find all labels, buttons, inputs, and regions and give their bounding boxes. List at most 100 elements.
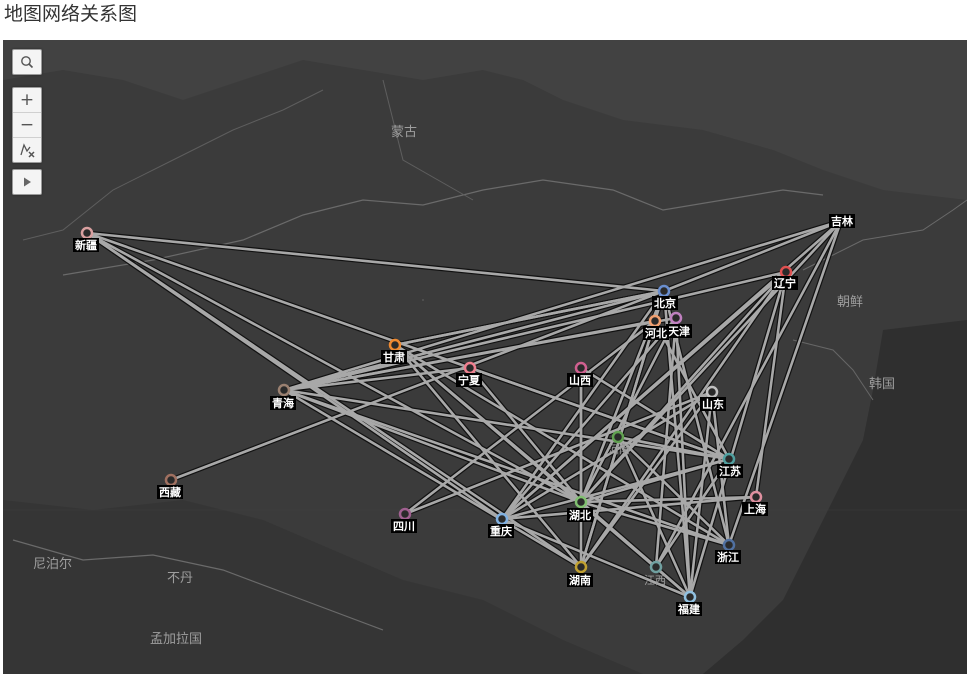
edge-西藏-北京[interactable] bbox=[170, 289, 665, 482]
node-西藏[interactable]: 西藏 bbox=[157, 473, 183, 499]
edge-河南-江苏[interactable] bbox=[617, 435, 730, 461]
edge-江苏-江西[interactable] bbox=[654, 458, 731, 568]
node-江西[interactable]: 江西 bbox=[644, 560, 666, 587]
edge-河北-湖南[interactable] bbox=[579, 320, 657, 568]
node-四川[interactable]: 四川 bbox=[391, 507, 417, 533]
node-marker[interactable] bbox=[463, 361, 477, 375]
edge-辽宁-福建[interactable] bbox=[688, 271, 788, 598]
node-marker[interactable] bbox=[722, 538, 736, 552]
zoom-out-button[interactable]: − bbox=[13, 112, 41, 137]
node-marker[interactable] bbox=[722, 452, 736, 466]
node-北京[interactable]: 北京 bbox=[652, 284, 678, 310]
node-marker[interactable] bbox=[705, 385, 719, 399]
node-label-bg bbox=[715, 550, 741, 564]
node-山西[interactable]: 山西 bbox=[567, 361, 593, 387]
node-marker[interactable] bbox=[164, 473, 178, 487]
node-label-bg bbox=[157, 485, 183, 499]
node-marker[interactable] bbox=[398, 507, 412, 521]
node-marker[interactable] bbox=[388, 338, 402, 352]
edge-吉林-浙江[interactable] bbox=[727, 220, 843, 546]
map-panel[interactable]: 蒙古 朝鲜 韩国 尼泊尔 不丹 孟加拉国 新疆 吉林 辽宁 北京 天津 河北 甘肃 宁夏 山西青… bbox=[3, 40, 967, 674]
node-marker[interactable] bbox=[574, 560, 588, 574]
node-山东[interactable]: 山东 bbox=[700, 385, 726, 411]
map-background bbox=[3, 40, 967, 674]
network-edges bbox=[85, 218, 844, 600]
node-湖北[interactable]: 湖北 bbox=[567, 495, 593, 522]
node-重庆[interactable]: 重庆 bbox=[488, 512, 514, 538]
edge-吉林-青海[interactable] bbox=[283, 219, 842, 392]
edge-甘肃-浙江[interactable] bbox=[394, 343, 730, 547]
search-button[interactable] bbox=[13, 50, 41, 74]
edge-新疆-湖北[interactable] bbox=[86, 231, 582, 504]
zoom-control[interactable]: + − bbox=[12, 87, 42, 163]
node-江苏[interactable]: 江苏 bbox=[717, 452, 743, 478]
edge-青海-湖北[interactable] bbox=[283, 388, 582, 504]
edge-山东-四川[interactable] bbox=[404, 390, 713, 516]
node-label: 四川 bbox=[393, 520, 415, 533]
geo-label-south-korea: 韩国 bbox=[869, 377, 895, 392]
edge-吉林-北京[interactable] bbox=[663, 219, 842, 293]
playback-control[interactable] bbox=[12, 169, 42, 195]
geo-label-bangladesh: 孟加拉国 bbox=[150, 632, 202, 647]
node-marker[interactable] bbox=[574, 495, 588, 509]
node-marker[interactable] bbox=[749, 490, 763, 504]
edge-北京-重庆[interactable] bbox=[500, 290, 666, 520]
node-宁夏[interactable]: 宁夏 bbox=[456, 361, 482, 387]
node-marker[interactable] bbox=[574, 361, 588, 375]
edge-河南-福建[interactable] bbox=[616, 436, 692, 598]
edge-宁夏-江苏[interactable] bbox=[469, 366, 730, 461]
node-辽宁[interactable]: 辽宁 bbox=[772, 265, 798, 290]
edge-北京-福建[interactable] bbox=[662, 290, 692, 598]
edge-辽宁-湖北[interactable] bbox=[580, 271, 787, 503]
node-吉林[interactable]: 吉林 bbox=[829, 214, 855, 228]
node-浙江[interactable]: 浙江 bbox=[715, 538, 741, 564]
clear-selection-button[interactable] bbox=[13, 137, 41, 162]
play-button[interactable] bbox=[13, 170, 41, 194]
edge-宁夏-湖北[interactable] bbox=[468, 367, 583, 503]
node-河南[interactable]: 河南 bbox=[608, 430, 630, 456]
edge-上海-湖北[interactable] bbox=[580, 495, 757, 504]
node-marker[interactable] bbox=[277, 383, 291, 397]
node-新疆[interactable]: 新疆 bbox=[73, 226, 99, 252]
node-marker[interactable] bbox=[648, 314, 662, 328]
node-福建[interactable]: 福建 bbox=[676, 590, 702, 616]
node-marker[interactable] bbox=[649, 560, 663, 574]
node-marker[interactable] bbox=[683, 590, 697, 604]
edge-辽宁-上海[interactable] bbox=[754, 271, 788, 498]
node-河北[interactable]: 河北 bbox=[643, 314, 669, 340]
edge-宁夏-青海[interactable] bbox=[283, 366, 471, 392]
node-marker[interactable] bbox=[495, 512, 509, 526]
node-marker[interactable] bbox=[80, 226, 94, 240]
node-甘肃[interactable]: 甘肃 bbox=[381, 338, 407, 364]
node-湖南[interactable]: 湖南 bbox=[567, 560, 593, 587]
node-marker[interactable] bbox=[669, 311, 683, 325]
edge-青海-湖南[interactable] bbox=[283, 388, 582, 569]
node-青海[interactable]: 青海 bbox=[270, 383, 296, 410]
edge-甘肃-北京[interactable] bbox=[394, 289, 665, 347]
node-天津[interactable]: 天津 bbox=[666, 311, 692, 338]
node-marker[interactable] bbox=[611, 430, 625, 444]
node-marker[interactable] bbox=[657, 284, 671, 298]
search-control[interactable] bbox=[12, 49, 42, 75]
edge-新疆-湖南[interactable] bbox=[86, 231, 582, 569]
edge-河南-浙江[interactable] bbox=[617, 436, 730, 546]
edge-山东-福建[interactable] bbox=[688, 391, 714, 598]
zoom-in-button[interactable]: + bbox=[19, 90, 35, 110]
edge-上海-重庆[interactable] bbox=[501, 495, 757, 521]
edge-河北-青海[interactable] bbox=[283, 319, 656, 392]
edge-北京-青海[interactable] bbox=[283, 289, 665, 392]
edge-山东-重庆[interactable] bbox=[501, 390, 713, 521]
edge-辽宁-湖南[interactable] bbox=[579, 271, 788, 568]
edge-河北-四川[interactable] bbox=[404, 319, 656, 516]
edge-新疆-北京[interactable] bbox=[86, 231, 665, 293]
edge-辽宁-青海[interactable] bbox=[283, 270, 787, 392]
node-上海[interactable]: 上海 bbox=[742, 490, 768, 516]
edge-湖北-江西[interactable] bbox=[580, 501, 657, 568]
edge-青海-江苏[interactable] bbox=[283, 388, 730, 461]
node-label: 湖南 bbox=[569, 573, 591, 587]
edge-江苏-湖北[interactable] bbox=[580, 457, 730, 504]
node-marker[interactable] bbox=[779, 265, 793, 279]
edge-重庆-福建[interactable] bbox=[501, 517, 691, 599]
